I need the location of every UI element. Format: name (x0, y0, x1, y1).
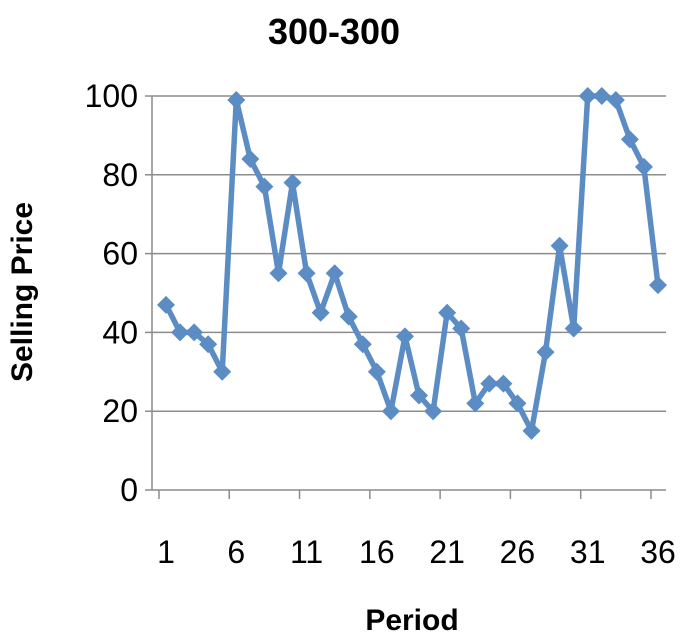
data-point-20 (424, 402, 443, 421)
data-point-14 (339, 307, 358, 326)
data-point-31 (578, 87, 597, 105)
data-point-17 (381, 402, 400, 421)
data-point-6 (227, 90, 246, 109)
x-tick-label: 26 (500, 534, 536, 570)
data-point-25 (494, 374, 513, 393)
y-tick-label: 80 (102, 157, 138, 193)
data-point-15 (353, 335, 372, 354)
data-point-4 (199, 335, 218, 354)
series-line (163, 93, 661, 434)
y-tick-label: 100 (85, 78, 138, 114)
x-axis-label: Period (365, 604, 458, 637)
data-point-10 (283, 173, 302, 192)
x-tick-label: 31 (570, 534, 606, 570)
data-point-8 (255, 177, 274, 196)
data-point-16 (367, 362, 386, 381)
data-point-23 (466, 394, 485, 413)
data-point-24 (480, 374, 499, 393)
data-series (157, 87, 667, 440)
data-point-26 (508, 394, 527, 413)
data-point-3 (185, 323, 204, 342)
y-tick-labels: 0 20 40 60 80 100 (85, 78, 138, 508)
y-tick-label: 0 (120, 472, 138, 508)
data-point-13 (325, 264, 344, 283)
data-point-9 (269, 264, 288, 283)
data-point-27 (522, 421, 541, 440)
data-point-28 (536, 343, 555, 362)
x-tick-label: 21 (429, 534, 465, 570)
x-tick-label: 11 (290, 534, 323, 570)
data-point-36 (649, 276, 667, 295)
y-axis-label: Selling Price (6, 202, 39, 382)
data-point-30 (564, 319, 583, 338)
data-point-35 (634, 157, 653, 176)
x-tick-label: 16 (359, 534, 395, 570)
x-tick-label: 36 (640, 534, 676, 570)
x-tick-labels: 1 6 11 16 21 26 31 36 (157, 534, 676, 570)
data-point-21 (438, 303, 457, 322)
data-point-32 (592, 87, 611, 105)
data-point-34 (620, 130, 639, 149)
y-tick-label: 40 (102, 314, 138, 350)
data-point-5 (213, 362, 232, 381)
axes (145, 95, 666, 499)
data-point-1 (157, 295, 175, 314)
x-tick-label: 6 (227, 534, 245, 570)
chart-title: 300-300 (268, 11, 400, 52)
data-point-18 (395, 327, 414, 346)
data-point-22 (452, 319, 471, 338)
data-point-29 (550, 236, 569, 255)
data-point-12 (311, 303, 330, 322)
y-tick-label: 20 (102, 393, 138, 429)
data-point-2 (171, 323, 190, 342)
data-point-7 (241, 150, 260, 169)
x-tick-label: 1 (157, 534, 175, 570)
data-point-11 (297, 264, 316, 283)
data-point-33 (606, 90, 625, 109)
y-tick-label: 60 (102, 236, 138, 272)
data-point-19 (410, 386, 429, 405)
